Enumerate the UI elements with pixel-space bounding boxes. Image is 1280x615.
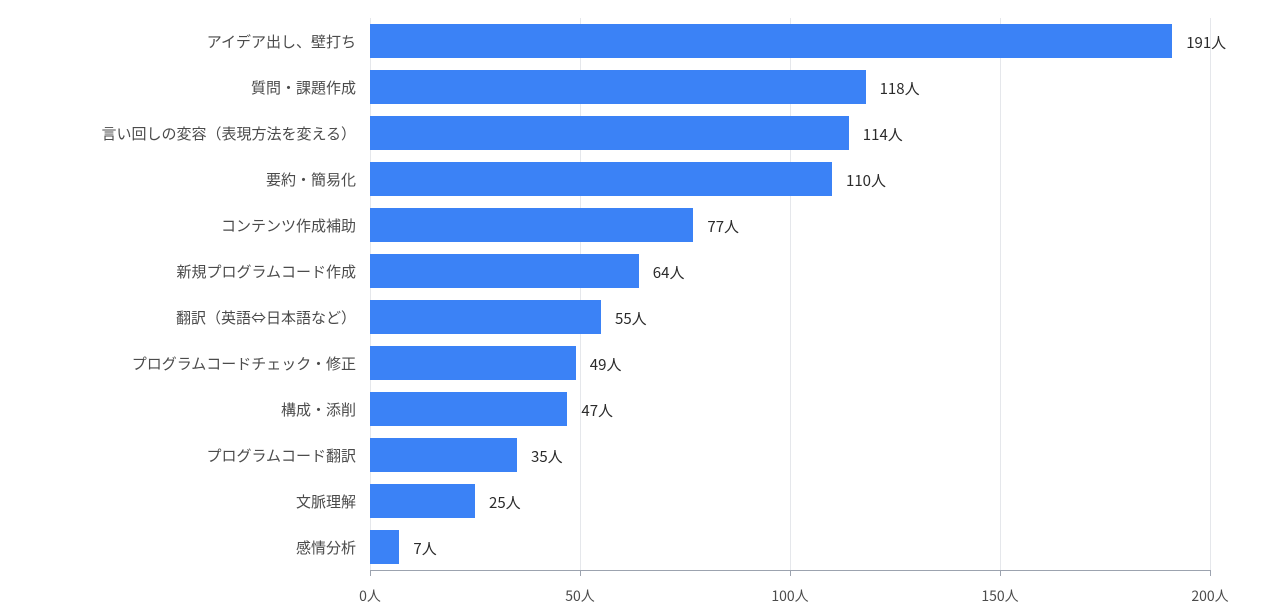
value-label: 110人 (846, 170, 886, 191)
bar (370, 70, 866, 104)
bar (370, 24, 1172, 58)
bar (370, 300, 601, 334)
gridline (1000, 18, 1001, 570)
bar (370, 162, 832, 196)
value-label: 49人 (590, 354, 622, 375)
value-label: 77人 (707, 216, 739, 237)
x-tick-label: 150人 (981, 586, 1018, 606)
value-label: 114人 (863, 124, 903, 145)
bar (370, 208, 693, 242)
value-label: 47人 (581, 400, 613, 421)
category-label: 質問・課題作成 (0, 77, 356, 98)
category-label: 文脈理解 (0, 491, 356, 512)
bar (370, 530, 399, 564)
bar (370, 346, 576, 380)
x-tick (1210, 570, 1211, 576)
bar (370, 484, 475, 518)
x-tick-label: 200人 (1191, 586, 1228, 606)
gridline (1210, 18, 1211, 570)
plot-area: 0人50人100人150人200人アイデア出し、壁打ち191人質問・課題作成11… (370, 18, 1210, 610)
horizontal-bar-chart: 0人 50人 100人 150人 200人 アイデア出し、壁打ち 191人質問・課題作成 11… (0, 0, 1280, 615)
bar (370, 438, 517, 472)
category-label: 感情分析 (0, 537, 356, 558)
value-label: 191人 (1186, 32, 1226, 53)
value-label: 25人 (489, 492, 521, 513)
category-label: 翻訳（英語⇔日本語など） (0, 307, 356, 328)
bar (370, 116, 849, 150)
category-label: 要約・簡易化 (0, 169, 356, 190)
category-label: コンテンツ作成補助 (0, 215, 356, 236)
category-label: 構成・添削 (0, 399, 356, 420)
bar (370, 254, 639, 288)
bar (370, 392, 567, 426)
x-tick-label: 50人 (565, 586, 595, 606)
x-tick-label: 0人 (359, 586, 381, 606)
category-label: 言い回しの変容（表現方法を変える） (0, 123, 356, 144)
x-tick-label: 100人 (771, 586, 808, 606)
category-label: 新規プログラムコード作成 (0, 261, 356, 282)
value-label: 35人 (531, 446, 563, 467)
value-label: 7人 (413, 538, 436, 559)
x-axis (370, 570, 1210, 571)
category-label: プログラムコード翻訳 (0, 445, 356, 466)
value-label: 64人 (653, 262, 685, 283)
category-label: アイデア出し、壁打ち (0, 31, 356, 52)
value-label: 55人 (615, 308, 647, 329)
value-label: 118人 (880, 78, 920, 99)
category-label: プログラムコードチェック・修正 (0, 353, 356, 374)
